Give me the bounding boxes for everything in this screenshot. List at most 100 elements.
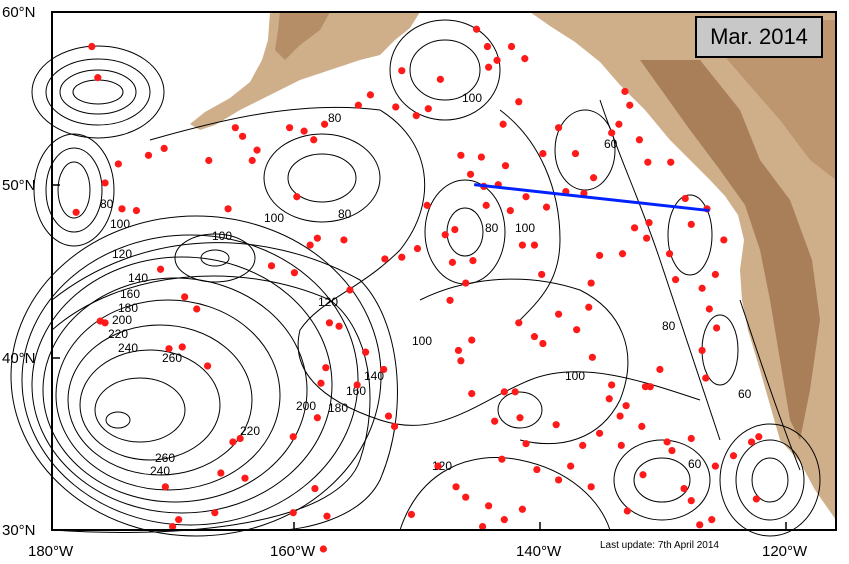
contour-label: 240	[150, 464, 170, 478]
contour-label: 120	[318, 295, 338, 309]
float-dot	[94, 74, 102, 82]
float-dot	[384, 412, 393, 420]
float-dot	[615, 120, 623, 128]
float-dot	[587, 279, 595, 287]
float-dot	[618, 250, 627, 258]
float-dot	[452, 483, 460, 491]
float-dot	[390, 422, 399, 430]
float-dot	[161, 483, 169, 491]
float-dot	[289, 433, 297, 441]
contour-label: 220	[240, 424, 260, 438]
lon-tick-label: 180°W	[28, 543, 74, 560]
float-dot	[354, 101, 362, 109]
float-dot	[320, 120, 329, 128]
float-dot	[687, 434, 695, 443]
float-dot	[595, 251, 604, 260]
float-dot	[72, 208, 80, 216]
lon-tick-label: 120°W	[762, 543, 808, 560]
float-dot	[241, 474, 249, 482]
float-dot	[711, 270, 719, 279]
float-dot	[711, 462, 719, 470]
float-dot	[353, 381, 361, 389]
float-dot	[317, 379, 325, 387]
contour-label: 120	[112, 247, 132, 261]
float-dot	[539, 149, 547, 158]
float-dot	[500, 388, 508, 396]
float-dot	[626, 101, 634, 109]
float-dot	[482, 201, 490, 209]
float-dot	[696, 521, 704, 529]
float-dot	[621, 87, 629, 96]
float-dot	[392, 103, 400, 111]
float-dot	[530, 241, 539, 249]
float-dot	[729, 452, 738, 460]
last-update-note: Last update: 7th April 2014	[600, 540, 719, 551]
float-dot	[224, 205, 232, 213]
float-dot	[663, 438, 671, 446]
lat-tick-label: 40°N	[2, 350, 36, 367]
float-dot	[407, 510, 416, 519]
float-dot	[322, 364, 330, 372]
lat-tick-label: 50°N	[2, 177, 36, 194]
float-dot	[398, 67, 406, 75]
contour-label: 60	[688, 457, 702, 471]
float-dot	[687, 220, 695, 228]
float-dot	[595, 429, 604, 437]
coast-range-shading	[640, 60, 820, 440]
float-dot	[538, 270, 546, 279]
float-dot	[667, 158, 675, 166]
alaska-shading	[275, 12, 330, 60]
contour-label: 220	[108, 327, 128, 341]
float-dot	[485, 502, 493, 510]
float-dot	[533, 465, 541, 474]
float-dot	[687, 497, 695, 505]
float-dot	[608, 381, 616, 389]
float-dot	[468, 336, 476, 344]
float-dot	[423, 201, 431, 209]
float-dot	[323, 512, 331, 520]
contour-label: 100	[412, 334, 432, 348]
float-dot	[681, 194, 689, 203]
float-dot	[472, 25, 481, 33]
contour-label: 80	[328, 111, 342, 125]
float-dot	[752, 495, 760, 503]
lat-tick-label: 30°N	[2, 522, 36, 539]
float-dot	[498, 455, 506, 463]
float-dot	[446, 296, 454, 304]
float-dot	[311, 484, 319, 493]
float-dot	[573, 326, 581, 334]
float-dot	[668, 446, 676, 455]
float-dot	[522, 440, 530, 448]
float-dot	[468, 389, 476, 398]
float-dot	[381, 255, 389, 263]
float-dot	[454, 346, 463, 355]
float-dot	[506, 206, 514, 215]
float-dot	[554, 476, 563, 484]
float-dot	[530, 333, 539, 341]
float-dot	[477, 153, 485, 161]
float-dot	[554, 310, 563, 318]
float-dot	[236, 434, 244, 443]
float-dot	[579, 441, 587, 449]
contour-label: 100	[462, 91, 482, 105]
contour-label: 100	[515, 221, 535, 235]
lon-tick-label: 140°W	[516, 543, 562, 560]
contour-label: 80	[100, 197, 114, 211]
float-dot	[605, 395, 613, 403]
north-america-land	[530, 12, 836, 520]
float-dot	[478, 522, 487, 531]
float-dot	[499, 120, 507, 128]
contour-label: 200	[112, 313, 132, 327]
float-dot	[698, 284, 706, 292]
contour-label-layer: 80 100 100 80 100 80 100 120 140 160 180…	[100, 91, 752, 478]
float-dot	[542, 203, 551, 211]
contour-label: 80	[662, 319, 676, 333]
float-dot	[617, 441, 625, 449]
contour-label: 60	[738, 387, 752, 401]
float-dot	[101, 319, 109, 327]
float-dot	[639, 471, 647, 479]
float-dot	[630, 224, 639, 232]
float-dot	[539, 339, 547, 348]
float-dot	[238, 132, 247, 140]
